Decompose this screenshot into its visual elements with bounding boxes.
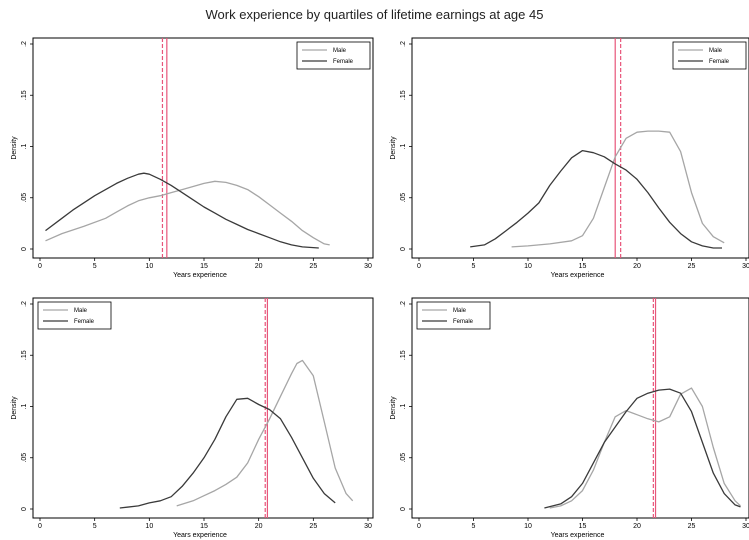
y-tick-label: .2	[400, 41, 407, 47]
series-line-male	[45, 180, 330, 246]
legend-label-female: Female	[453, 319, 474, 325]
series-line-male	[511, 130, 725, 248]
y-tick-label: .1	[400, 403, 407, 409]
series-line-female	[470, 149, 722, 249]
x-tick-label: 0	[38, 523, 42, 530]
y-tick-label: .1	[400, 143, 407, 149]
x-tick-label: 30	[364, 263, 372, 270]
x-tick-label: 20	[255, 263, 263, 270]
x-tick-label: 25	[688, 523, 696, 530]
x-tick-label: 20	[633, 523, 641, 530]
x-tick-label: 5	[93, 523, 97, 530]
y-tick-label: .05	[400, 193, 407, 203]
y-tick-label: .2	[21, 41, 28, 47]
y-tick-label: 0	[400, 247, 407, 251]
x-tick-label: 0	[417, 523, 421, 530]
x-tick-label: 15	[579, 263, 587, 270]
x-tick-label: 15	[200, 263, 208, 270]
legend-label-male: Male	[709, 48, 723, 54]
y-tick-label: 0	[21, 247, 28, 251]
panel-bottom-right: 0 5 10 15 20 25 30 0 .05 .1 .15 .2 Years experience D…	[390, 297, 749, 539]
panel-top-right: 0 5 10 15 20 25 30 0 .05 .1 .15 .2 Years experience D…	[390, 37, 749, 279]
y-axis-title: Density	[390, 136, 397, 160]
x-tick-label: 10	[145, 523, 153, 530]
y-tick-label: 0	[400, 507, 407, 511]
y-tick-label: .15	[400, 350, 407, 360]
legend-box	[416, 301, 491, 330]
y-tick-label: .15	[21, 90, 28, 100]
x-axis-title: Years experience	[173, 532, 227, 539]
x-tick-label: 25	[309, 523, 317, 530]
panel-top-left: 0 5 10 15 20 25 30 0 .05 .1 .15 .2 Years experience D…	[11, 37, 374, 279]
x-tick-label: 5	[472, 263, 476, 270]
series-line-male	[549, 387, 741, 509]
y-axis-title: Density	[11, 396, 18, 420]
legend-label-female: Female	[333, 59, 354, 65]
y-axis-title: Density	[11, 136, 18, 160]
x-tick-label: 30	[742, 263, 749, 270]
legend: Male Female	[416, 301, 491, 330]
y-tick-label: .2	[21, 301, 28, 307]
legend-label-male: Male	[74, 308, 88, 314]
x-tick-label: 20	[255, 523, 263, 530]
legend-label-female: Female	[74, 319, 95, 325]
y-tick-label: .1	[21, 403, 28, 409]
y-tick-label: .05	[21, 193, 28, 203]
x-tick-label: 30	[742, 523, 749, 530]
series-line-female	[45, 172, 319, 249]
chart-title: Work experience by quartiles of lifetime…	[205, 7, 544, 22]
series-line-female	[544, 388, 741, 509]
y-tick-label: .1	[21, 143, 28, 149]
plot-frame	[411, 37, 749, 259]
plot-frame	[411, 297, 749, 519]
x-axis-title: Years experience	[551, 272, 605, 279]
y-tick-label: .05	[21, 453, 28, 463]
legend-box	[672, 41, 747, 70]
legend-box	[296, 41, 371, 70]
x-tick-label: 25	[309, 263, 317, 270]
x-tick-label: 5	[93, 263, 97, 270]
x-tick-label: 0	[417, 263, 421, 270]
legend-box	[37, 301, 112, 330]
x-tick-label: 10	[524, 523, 532, 530]
series-line-female	[119, 397, 336, 509]
y-tick-label: .2	[400, 301, 407, 307]
x-tick-label: 10	[524, 263, 532, 270]
panel-bottom-left: 0 5 10 15 20 25 30 0 .05 .1 .15 .2 Years experience D…	[11, 297, 374, 539]
y-tick-label: .15	[400, 90, 407, 100]
legend: Male Female	[296, 41, 371, 70]
y-tick-label: 0	[21, 507, 28, 511]
x-axis-title: Years experience	[551, 532, 605, 539]
x-axis-title: Years experience	[173, 272, 227, 279]
series-line-male	[176, 359, 354, 507]
x-tick-label: 20	[633, 263, 641, 270]
y-axis-title: Density	[390, 396, 397, 420]
y-tick-label: .15	[21, 350, 28, 360]
y-tick-label: .05	[400, 453, 407, 463]
legend-label-male: Male	[333, 48, 347, 54]
x-tick-label: 25	[688, 263, 696, 270]
x-tick-label: 15	[200, 523, 208, 530]
plot-frame	[32, 297, 374, 519]
x-tick-label: 10	[145, 263, 153, 270]
x-tick-label: 15	[579, 523, 587, 530]
x-tick-label: 30	[364, 523, 372, 530]
x-tick-label: 5	[472, 523, 476, 530]
plot-frame	[32, 37, 374, 259]
legend: Male Female	[37, 301, 112, 330]
legend-label-male: Male	[453, 308, 467, 314]
legend-label-female: Female	[709, 59, 730, 65]
x-tick-label: 0	[38, 263, 42, 270]
legend: Male Female	[672, 41, 747, 70]
